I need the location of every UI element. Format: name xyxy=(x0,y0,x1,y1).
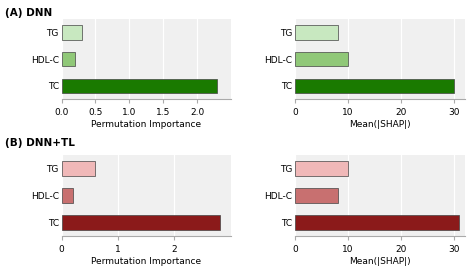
Bar xyxy=(295,188,337,203)
X-axis label: Mean(|SHAP|): Mean(|SHAP|) xyxy=(349,257,410,266)
Bar xyxy=(62,79,218,93)
X-axis label: Permutation Importance: Permutation Importance xyxy=(91,257,201,266)
Bar xyxy=(295,52,348,66)
Text: (A) DNN: (A) DNN xyxy=(5,8,52,18)
Bar xyxy=(62,25,82,40)
Bar xyxy=(295,25,337,40)
Bar xyxy=(62,188,73,203)
Bar xyxy=(295,215,459,230)
X-axis label: Mean(|SHAP|): Mean(|SHAP|) xyxy=(349,120,410,129)
Bar xyxy=(62,52,75,66)
X-axis label: Permutation Importance: Permutation Importance xyxy=(91,120,201,129)
Text: (B) DNN+TL: (B) DNN+TL xyxy=(5,138,74,148)
Bar xyxy=(62,162,95,176)
Bar xyxy=(295,79,454,93)
Bar xyxy=(62,215,219,230)
Bar xyxy=(295,162,348,176)
